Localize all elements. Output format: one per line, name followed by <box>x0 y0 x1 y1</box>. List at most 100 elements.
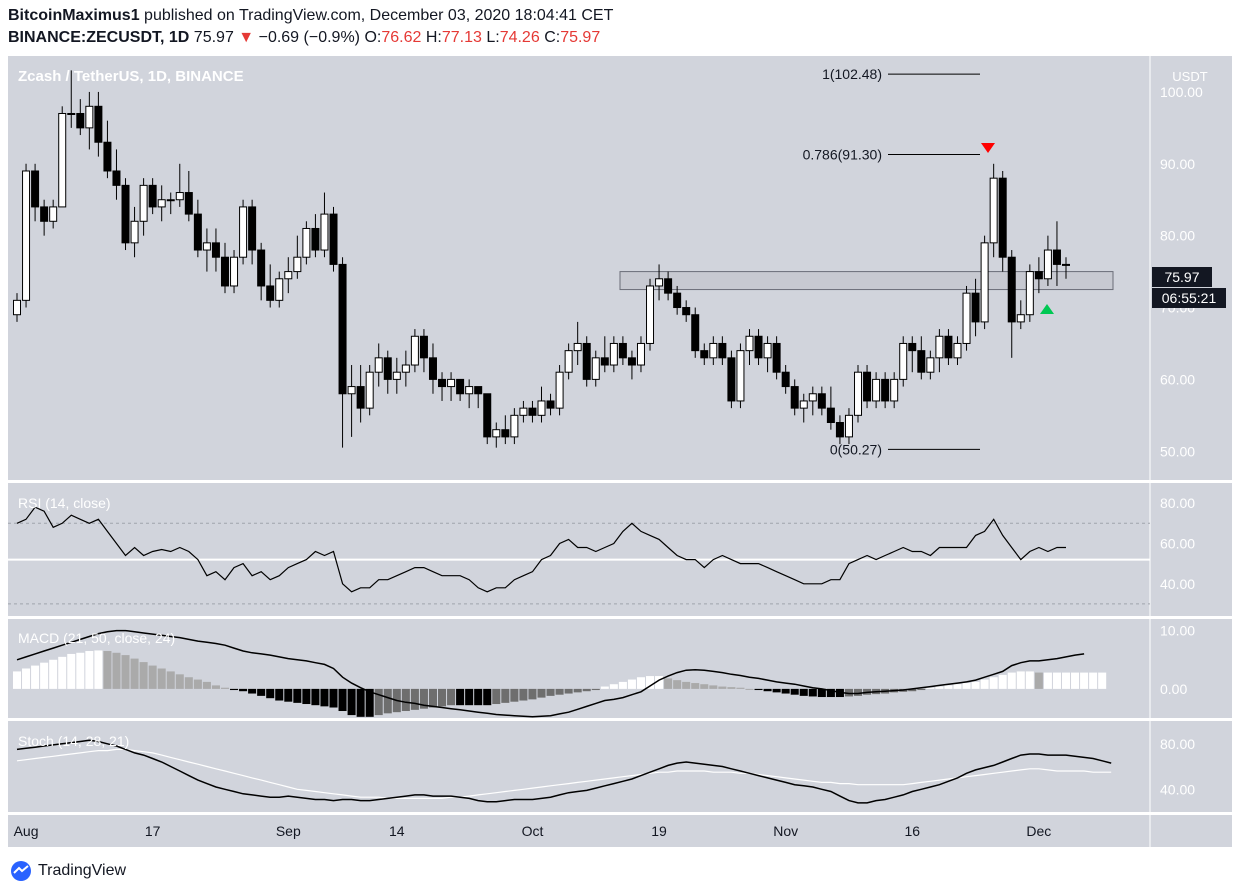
macd-histogram-bar <box>1089 672 1098 689</box>
candle-up <box>519 407 528 416</box>
tradingview-brand[interactable]: TradingView <box>38 862 127 879</box>
candle-up <box>365 371 374 409</box>
candle-down <box>311 227 320 251</box>
macd-line <box>16 629 1085 718</box>
candle-down <box>40 206 49 222</box>
candle-down <box>1034 271 1043 280</box>
macd-histogram-bar <box>492 688 501 705</box>
macd-histogram-bar <box>772 688 781 693</box>
candle-up <box>239 206 248 258</box>
candle-down <box>826 407 835 424</box>
candle-down <box>917 350 926 373</box>
candle-down <box>338 263 347 395</box>
macd-histogram-bar <box>691 683 700 689</box>
candle-up <box>492 429 501 438</box>
macd-histogram-bar <box>184 677 193 689</box>
candle-up <box>67 112 76 115</box>
time-tick-label: 16 <box>904 823 920 839</box>
candle-down <box>193 213 202 251</box>
low-label: L: <box>486 29 500 46</box>
macd-histogram-bar <box>1071 672 1080 689</box>
macd-histogram-bar <box>609 684 618 689</box>
high-label: H: <box>425 29 442 46</box>
candle-down <box>112 170 121 186</box>
candle-down <box>1007 256 1016 323</box>
candle-down <box>627 357 636 366</box>
price-change: −0.69 (−0.9%) <box>258 29 360 46</box>
pane-stoch-axis-background <box>1150 721 1232 812</box>
macd-histogram-bar <box>202 681 211 689</box>
macd-histogram-bar <box>826 688 835 698</box>
macd-histogram-bar <box>447 688 456 706</box>
macd-histogram-bar <box>736 687 745 689</box>
macd-histogram-bar <box>85 651 94 689</box>
macd-histogram-bar <box>790 688 799 695</box>
macd-histogram-bar <box>401 688 410 712</box>
pane-main-background <box>8 56 1150 480</box>
macd-histogram-bar <box>22 668 31 689</box>
macd-histogram-bar <box>31 665 40 689</box>
macd-histogram-bar <box>76 652 85 689</box>
candle-up <box>799 400 808 409</box>
time-tick-label: 14 <box>389 823 405 839</box>
fib-level-label: 0.786(91.30) <box>803 146 882 162</box>
candle-down <box>211 242 220 258</box>
macd-histogram-bar <box>844 688 853 697</box>
chart-title: Zcash / TetherUS, 1D, BINANCE <box>18 68 244 85</box>
macd-histogram-bar <box>230 688 239 691</box>
macd-histogram-bar <box>193 679 202 689</box>
macd-histogram-bar <box>1025 671 1034 689</box>
candle-up <box>166 199 175 202</box>
price-tick-label: 90.00 <box>1160 156 1195 172</box>
macd-histogram-bar <box>1080 672 1089 689</box>
last-price: 75.97 <box>193 29 234 46</box>
macd-histogram-bar <box>419 688 428 709</box>
author-name[interactable]: BitcoinMaximus1 <box>8 7 140 24</box>
macd-histogram-bar <box>501 688 510 703</box>
candle-up <box>808 393 817 402</box>
macd-histogram-bar <box>718 686 727 689</box>
pane-stoch-background <box>8 721 1150 812</box>
macd-histogram-bar <box>12 671 22 689</box>
macd-histogram-bar <box>428 688 438 708</box>
candle-down <box>835 422 844 438</box>
candle-up <box>1016 314 1025 323</box>
stoch-k-line <box>16 739 1112 804</box>
candle-down <box>727 357 736 402</box>
candle-down <box>94 105 103 143</box>
candle-up <box>58 112 67 208</box>
candle-down <box>618 342 627 359</box>
candle-down <box>474 386 483 395</box>
fib-level-label: 0(50.27) <box>830 441 882 457</box>
candle-down <box>817 393 826 409</box>
macd-label: MACD (21, 50, close, 24) <box>18 630 175 646</box>
macd-histogram-bar <box>374 688 383 716</box>
candle-up <box>646 285 655 344</box>
macd-histogram-bar <box>1052 672 1061 689</box>
time-tick-label: 17 <box>145 823 161 839</box>
macd-histogram-bar <box>365 688 374 717</box>
macd-histogram-bar <box>664 678 673 689</box>
macd-histogram-bar <box>67 653 76 689</box>
macd-histogram-bar <box>49 659 58 689</box>
candle-up <box>890 378 899 402</box>
down-triangle-icon: ▼ <box>238 29 255 46</box>
publish-info: BitcoinMaximus1 published on TradingView… <box>8 7 613 25</box>
macd-histogram-bar <box>257 688 266 696</box>
countdown-badge: 06:55:21 <box>1162 290 1217 306</box>
candle-up <box>844 414 853 438</box>
macd-histogram-bar <box>40 662 49 689</box>
footer: TradingView <box>10 861 126 881</box>
macd-histogram-bar <box>1061 672 1071 689</box>
candle-up <box>85 105 94 129</box>
currency-label: USDT <box>1172 69 1207 84</box>
macd-histogram-bar <box>763 688 772 692</box>
macd-histogram-bar <box>636 677 645 689</box>
macd-histogram-bar <box>284 688 293 702</box>
macd-histogram-bar <box>302 688 311 705</box>
candle-down <box>257 249 266 287</box>
price-badge-bg <box>1152 267 1212 287</box>
time-axis-background <box>8 815 1150 847</box>
candle-up <box>537 400 546 416</box>
